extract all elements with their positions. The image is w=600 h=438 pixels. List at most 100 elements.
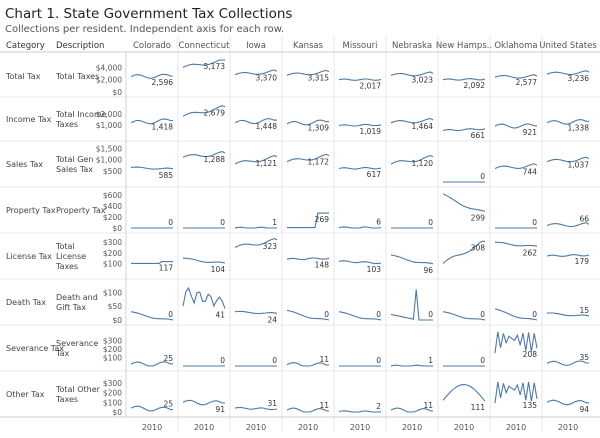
- end-value-label-6-1: 0: [220, 356, 225, 365]
- chart-subtitle: Collections per resident. Independent ax…: [5, 24, 285, 35]
- series-line-3-8: [546, 222, 590, 228]
- end-value-label-7-0: 25: [163, 400, 173, 409]
- end-value-label-2-8: 1,037: [568, 161, 590, 170]
- state-header-5: Nebraska: [392, 41, 432, 51]
- end-value-label-7-1: 91: [215, 405, 225, 414]
- end-value-label-0-7: 2,577: [516, 78, 538, 87]
- y-tick-label-2-2: $500: [103, 167, 122, 176]
- end-value-label-3-0: 0: [168, 218, 173, 227]
- description-label-3-0: Property Tax: [56, 206, 106, 215]
- y-tick-label-1-0: $2,000: [96, 110, 122, 119]
- series-line-7-8: [546, 399, 590, 406]
- description-label-7-1: Taxes: [55, 395, 78, 404]
- description-label-1-1: Taxes: [55, 120, 78, 129]
- series-line-6-7: [494, 331, 538, 354]
- series-line-1-3: [286, 119, 330, 126]
- series-line-6-5: [390, 364, 434, 367]
- end-value-label-4-8: 179: [575, 257, 590, 266]
- description-label-5-1: Gift Tax: [56, 303, 86, 312]
- description-label-6-0: Severance: [56, 339, 98, 348]
- series-line-4-1: [182, 257, 226, 264]
- series-line-2-1: [182, 151, 226, 158]
- series-line-3-2: [234, 226, 278, 229]
- series-line-1-6: [442, 128, 486, 132]
- end-value-label-1-3: 1,309: [308, 124, 330, 133]
- end-value-label-2-4: 617: [367, 170, 382, 179]
- series-line-1-5: [390, 117, 434, 124]
- series-line-2-5: [390, 155, 434, 165]
- series-line-5-1: [182, 286, 226, 309]
- y-tick-label-4-0: $300: [103, 238, 122, 247]
- series-line-4-3: [286, 257, 330, 261]
- y-tick-label-5-2: $0: [112, 316, 122, 325]
- end-value-label-1-2: 1,448: [256, 122, 278, 131]
- end-value-label-6-2: 0: [272, 356, 277, 365]
- end-value-label-2-0: 585: [159, 171, 174, 180]
- state-header-4: Missouri: [343, 41, 378, 51]
- category-label-0: Total Tax: [5, 72, 41, 81]
- end-value-label-4-4: 103: [367, 265, 382, 274]
- end-value-label-6-0: 25: [163, 354, 173, 363]
- series-line-6-3: [286, 362, 330, 367]
- y-tick-label-0-1: $2,000: [96, 76, 122, 85]
- header-category: Category: [6, 41, 45, 51]
- series-line-2-7: [494, 163, 538, 170]
- category-label-5: Death Tax: [6, 298, 46, 307]
- series-line-7-1: [182, 399, 226, 406]
- end-value-label-6-8: 35: [579, 353, 589, 362]
- end-value-label-7-7: 135: [523, 401, 538, 410]
- state-header-0: Colorado: [133, 41, 171, 51]
- end-value-label-5-7: 0: [532, 310, 537, 319]
- end-value-label-7-4: 2: [376, 402, 381, 411]
- end-value-label-4-7: 262: [523, 248, 538, 257]
- series-line-2-2: [234, 155, 278, 165]
- series-line-5-7: [494, 308, 538, 321]
- y-tick-label-7-0: $300: [103, 379, 122, 388]
- end-value-label-5-0: 0: [168, 310, 173, 319]
- series-line-3-4: [338, 226, 382, 229]
- end-value-label-7-6: 111: [471, 403, 486, 412]
- end-value-label-5-8: 15: [579, 306, 589, 315]
- header-description: Description: [56, 41, 104, 51]
- state-header-7: Oklahoma: [494, 41, 537, 51]
- description-label-1-0: Total Income: [55, 110, 107, 119]
- end-value-label-7-3: 11: [319, 401, 329, 410]
- series-line-0-4: [338, 78, 382, 81]
- series-line-0-6: [442, 78, 486, 81]
- end-value-label-3-4: 6: [376, 218, 381, 227]
- x-tick-label-0: 2010: [142, 423, 162, 432]
- x-tick-label-5: 2010: [402, 423, 422, 432]
- series-line-7-5: [390, 407, 434, 413]
- series-line-7-3: [286, 407, 330, 413]
- end-value-label-3-6: 299: [471, 213, 486, 222]
- end-value-label-3-8: 66: [579, 214, 589, 223]
- end-value-label-4-1: 104: [211, 265, 226, 274]
- description-label-2-0: Total Gen: [55, 155, 93, 164]
- y-tick-label-5-0: $100: [103, 288, 122, 297]
- end-value-label-0-5: 3,023: [412, 75, 434, 84]
- end-value-label-1-0: 1,418: [152, 122, 174, 131]
- series-line-2-8: [546, 156, 590, 163]
- end-value-label-4-2: 323: [263, 242, 278, 251]
- series-line-0-3: [286, 69, 330, 76]
- end-value-label-0-4: 2,017: [360, 82, 382, 91]
- chart-title: Chart 1. State Government Tax Collection…: [5, 6, 293, 22]
- y-tick-label-6-2: $100: [103, 353, 122, 362]
- state-header-8: United States: [539, 41, 597, 51]
- description-label-4-1: License: [56, 252, 86, 261]
- series-line-2-4: [338, 167, 382, 170]
- series-line-4-6: [442, 240, 486, 264]
- category-label-2: Sales Tax: [6, 160, 43, 169]
- end-value-label-5-5: 0: [428, 310, 433, 319]
- series-line-1-2: [234, 118, 278, 125]
- series-line-7-2: [234, 406, 278, 411]
- series-line-1-8: [546, 119, 589, 125]
- y-tick-label-6-0: $300: [103, 336, 122, 345]
- end-value-label-5-2: 24: [267, 315, 277, 324]
- series-line-4-7: [494, 241, 538, 247]
- end-value-label-0-1: 5,173: [204, 62, 226, 71]
- series-line-5-6: [442, 311, 486, 321]
- end-value-label-2-2: 1,121: [256, 159, 278, 168]
- end-value-label-1-7: 921: [523, 128, 538, 137]
